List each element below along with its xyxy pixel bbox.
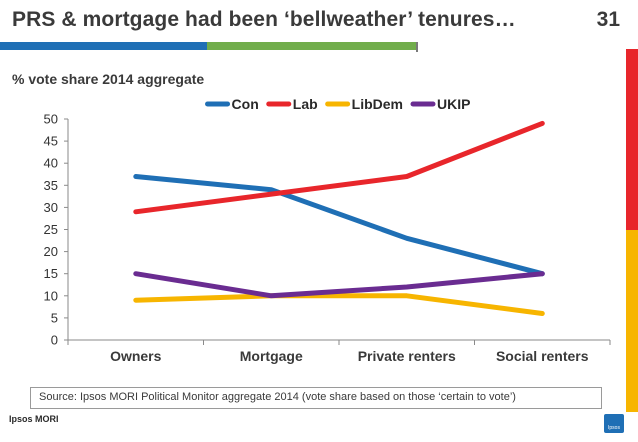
source-box: Source: Ipsos MORI Political Monitor agg… bbox=[30, 387, 602, 409]
y-tick-label: 25 bbox=[44, 222, 58, 237]
x-category-label: Owners bbox=[110, 348, 162, 364]
series-line-con bbox=[136, 177, 543, 274]
legend-label-con: Con bbox=[232, 96, 259, 112]
series-line-ukip bbox=[136, 274, 543, 296]
ipsos-logo-icon: Ipsos bbox=[604, 414, 624, 433]
y-tick-label: 30 bbox=[44, 200, 58, 215]
x-category-label: Social renters bbox=[496, 348, 589, 364]
y-tick-label: 20 bbox=[44, 244, 58, 259]
y-tick-label: 5 bbox=[51, 310, 58, 325]
ipsos-logo-badge-text: Ipsos bbox=[604, 425, 624, 431]
source-text: Source: Ipsos MORI Political Monitor agg… bbox=[39, 391, 516, 403]
legend-label-libdem: LibDem bbox=[352, 96, 403, 112]
legend-label-lab: Lab bbox=[293, 96, 318, 112]
y-tick-label: 35 bbox=[44, 178, 58, 193]
ipsos-mori-logo-text: Ipsos MORI bbox=[9, 414, 59, 424]
series-line-libdem bbox=[136, 296, 543, 314]
legend-label-ukip: UKIP bbox=[437, 96, 470, 112]
x-category-label: Private renters bbox=[358, 348, 456, 364]
x-category-label: Mortgage bbox=[240, 348, 303, 364]
y-tick-label: 15 bbox=[44, 266, 58, 281]
y-tick-label: 45 bbox=[44, 134, 58, 149]
line-chart: 0 5 10 15 20 25 30 35 40 45 50 Owners Mortgage Privat… bbox=[0, 0, 638, 442]
y-tick-label: 50 bbox=[44, 112, 58, 127]
series-line-lab bbox=[136, 123, 543, 211]
y-tick-label: 40 bbox=[44, 156, 58, 171]
y-tick-label: 0 bbox=[51, 333, 58, 348]
y-tick-label: 10 bbox=[44, 288, 58, 303]
